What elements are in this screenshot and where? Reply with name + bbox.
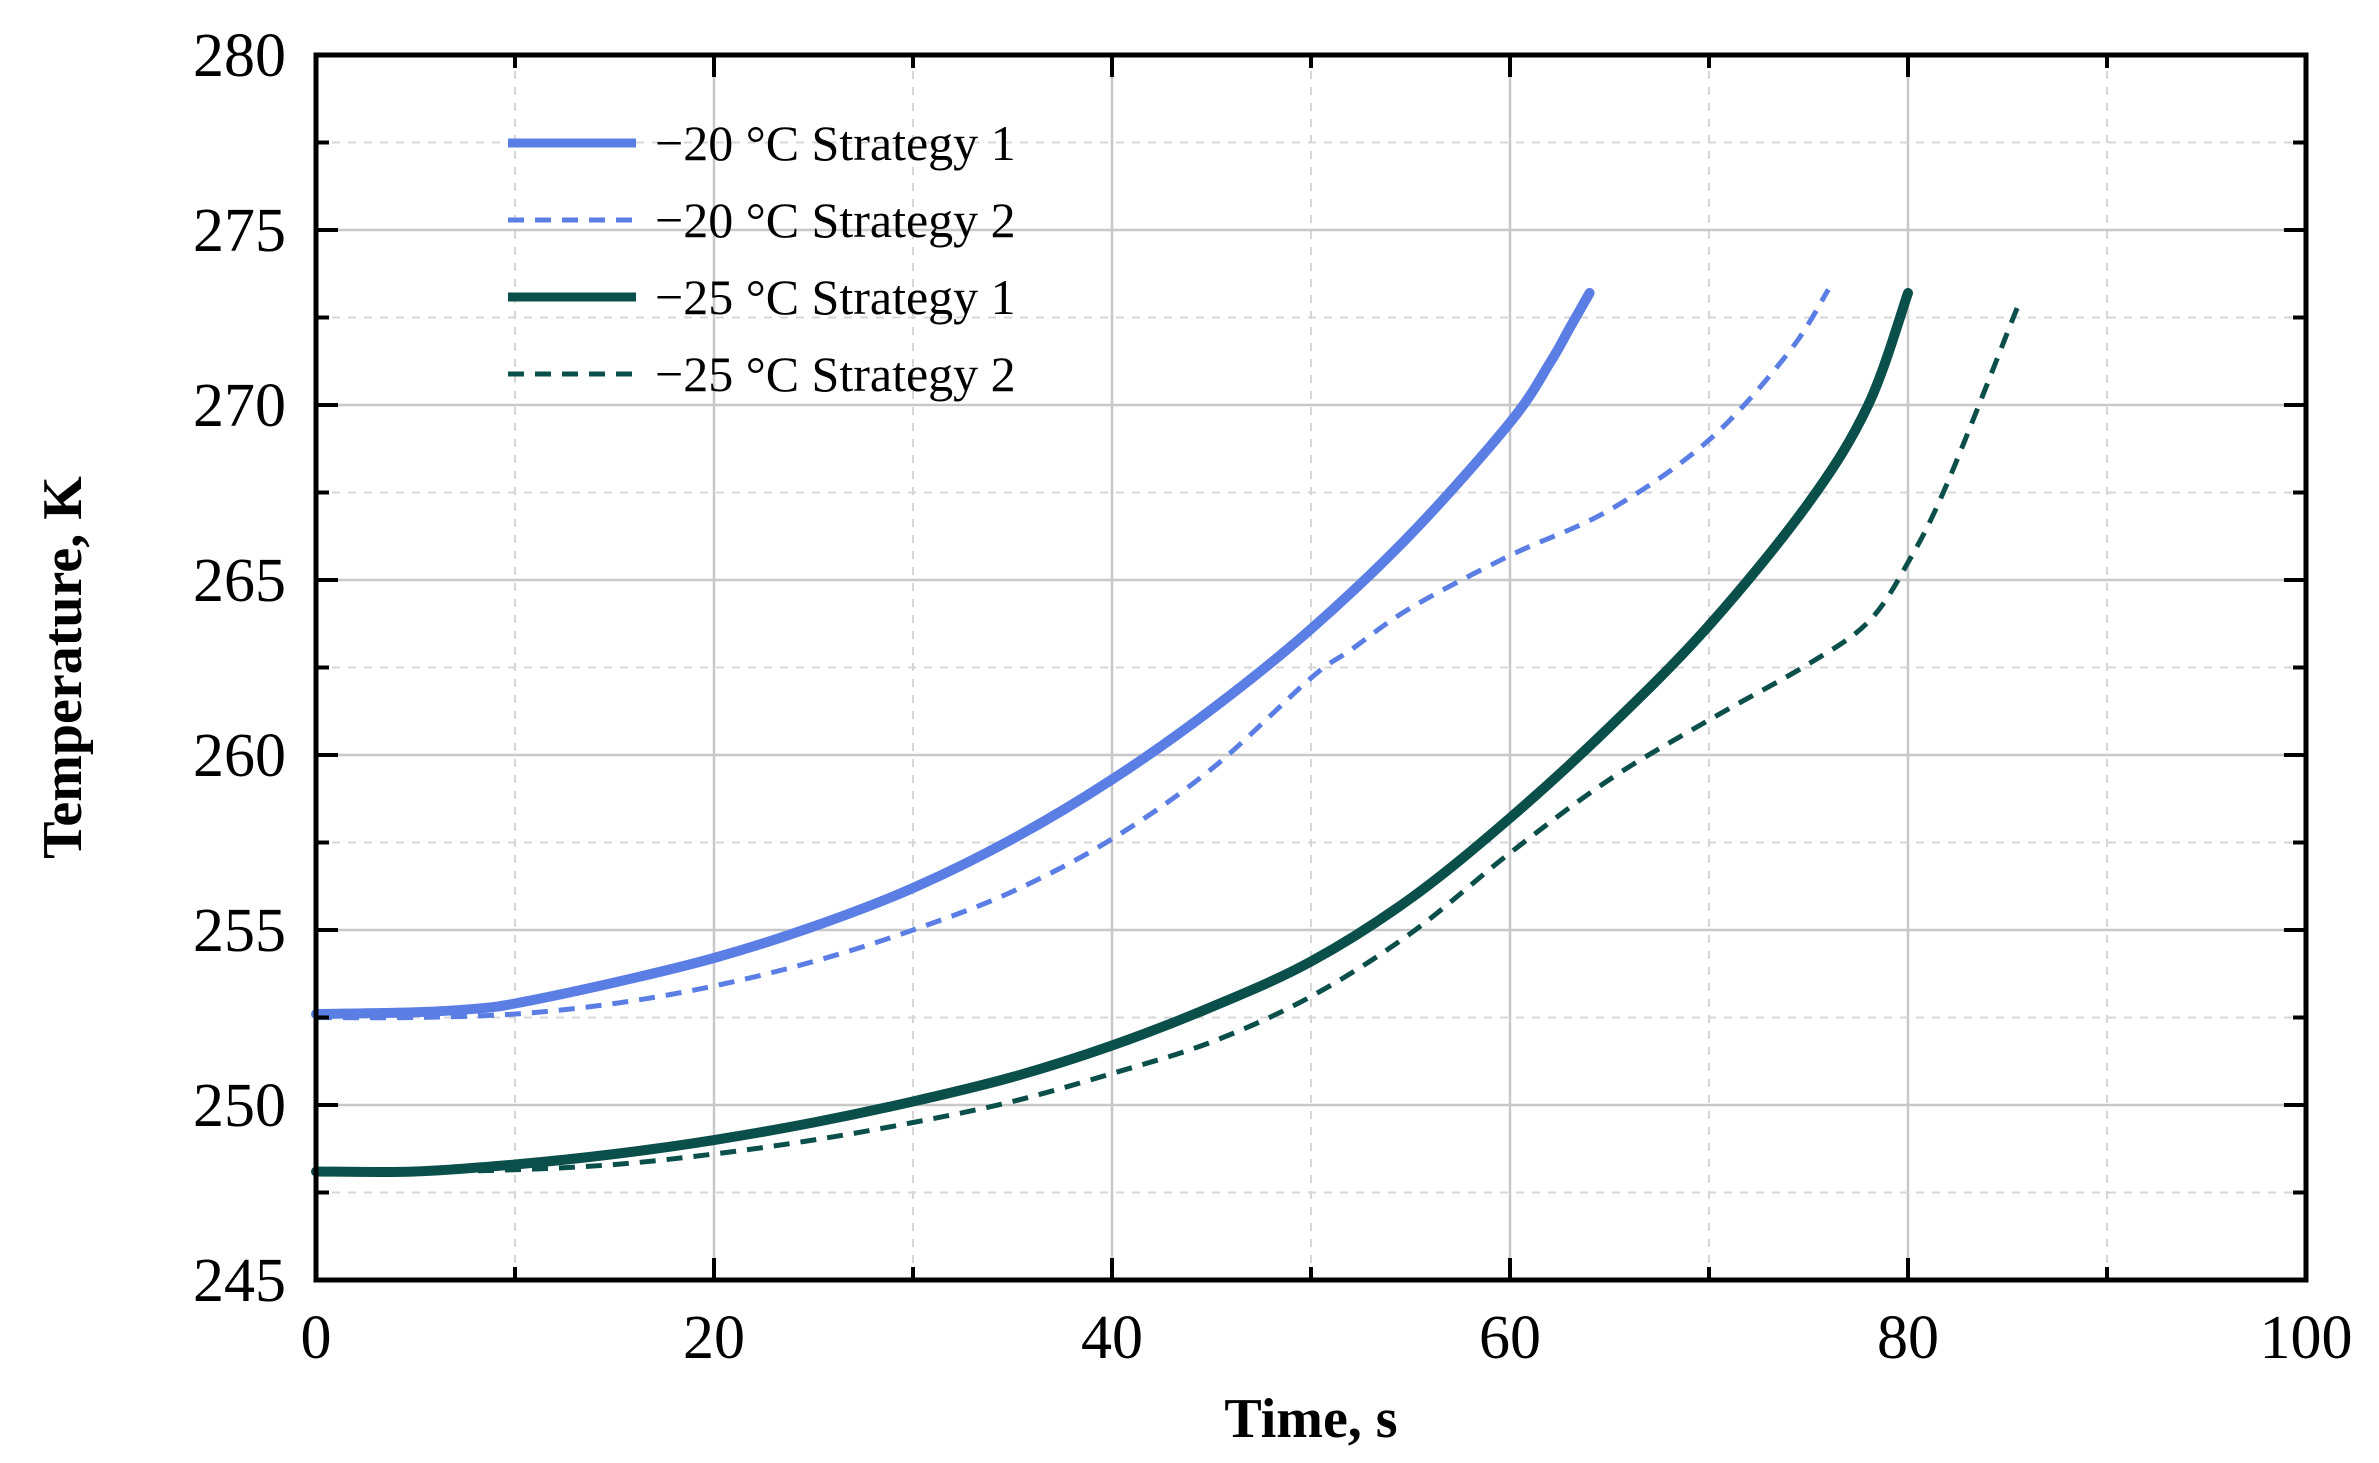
x-tick-label: 80 [1877, 1304, 1939, 1372]
x-tick-label: 20 [683, 1304, 745, 1372]
series-minus20-strategy1-line [311, 288, 1595, 1019]
y-tick-label: 265 [193, 547, 286, 615]
y-tick-label: 250 [193, 1072, 286, 1140]
legend-label: −25 °C Strategy 1 [655, 269, 1016, 325]
y-tick-label: 260 [193, 722, 286, 790]
y-tick-label: 280 [193, 22, 286, 90]
legend: −20 °C Strategy 1 −20 °C Strategy 2 −25 °C… [508, 115, 1016, 402]
y-tick-label: 245 [193, 1247, 286, 1315]
y-tick-label: 275 [193, 197, 286, 265]
series-minus25-strategy1-line [311, 288, 1913, 1178]
y-tick-label: 255 [193, 897, 286, 965]
legend-label: −25 °C Strategy 2 [655, 346, 1016, 402]
x-tick-label: 40 [1081, 1304, 1143, 1372]
x-tick-label: 100 [2260, 1304, 2353, 1372]
x-tick-label: 60 [1479, 1304, 1541, 1372]
series-minus25-strategy2-line [315, 306, 2020, 1175]
legend-label: −20 °C Strategy 1 [655, 115, 1016, 171]
grid [316, 55, 2306, 1280]
ticks: 0 20 40 60 80 100 245 250 255 260 265 270 275 280 [193, 22, 2353, 1372]
series-minus20-strategy2-line [315, 288, 1831, 1021]
y-tick-label: 270 [193, 372, 286, 440]
legend-label: −20 °C Strategy 2 [655, 192, 1016, 248]
y-axis-title: Temperature, K [32, 476, 94, 859]
series-layer [311, 288, 2020, 1178]
x-axis-title: Time, s [1224, 1388, 1397, 1450]
x-tick-label: 0 [301, 1304, 332, 1372]
